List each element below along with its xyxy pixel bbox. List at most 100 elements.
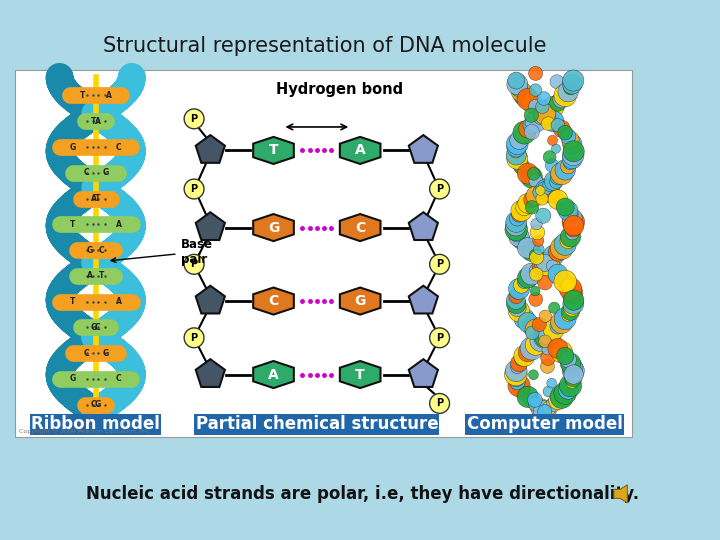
Circle shape (506, 133, 528, 154)
Circle shape (529, 264, 542, 276)
Circle shape (549, 242, 567, 261)
Circle shape (532, 259, 548, 275)
Circle shape (528, 370, 539, 380)
Circle shape (516, 237, 532, 252)
Circle shape (542, 401, 557, 415)
Circle shape (521, 263, 543, 285)
Circle shape (518, 238, 538, 258)
Circle shape (551, 163, 573, 185)
Text: A: A (106, 91, 112, 100)
Ellipse shape (430, 179, 449, 199)
Circle shape (544, 320, 564, 340)
Text: G: G (268, 220, 279, 234)
Circle shape (509, 227, 529, 247)
Circle shape (511, 82, 531, 102)
Circle shape (536, 100, 549, 113)
Circle shape (518, 313, 538, 332)
Circle shape (551, 118, 564, 132)
Polygon shape (253, 287, 294, 315)
Circle shape (564, 290, 584, 310)
Text: P: P (191, 259, 197, 269)
Circle shape (541, 117, 555, 131)
Text: Copyright © 2009 Pearson Education, Inc.: Copyright © 2009 Pearson Education, Inc. (19, 429, 151, 434)
Circle shape (546, 260, 559, 272)
Circle shape (520, 337, 543, 360)
Circle shape (537, 92, 551, 105)
Circle shape (505, 218, 528, 241)
Circle shape (532, 318, 546, 332)
Polygon shape (196, 286, 225, 314)
Circle shape (562, 302, 580, 320)
Circle shape (550, 237, 573, 259)
Circle shape (544, 261, 563, 280)
Circle shape (508, 224, 526, 242)
Circle shape (505, 363, 527, 386)
Text: A: A (91, 194, 96, 203)
Circle shape (550, 170, 565, 185)
Circle shape (533, 235, 544, 246)
Circle shape (541, 350, 556, 366)
Circle shape (563, 207, 578, 222)
Circle shape (560, 353, 581, 374)
Text: C: C (355, 220, 365, 234)
Circle shape (538, 404, 552, 419)
Circle shape (529, 84, 541, 96)
Circle shape (518, 120, 537, 138)
Circle shape (543, 335, 556, 347)
Circle shape (565, 226, 579, 240)
Circle shape (508, 279, 529, 299)
Text: C: C (99, 246, 104, 254)
Circle shape (510, 131, 528, 150)
Polygon shape (253, 137, 294, 164)
Circle shape (562, 360, 585, 382)
Polygon shape (196, 135, 225, 163)
Text: Hydrogen bond: Hydrogen bond (276, 82, 403, 97)
Text: T: T (91, 117, 96, 126)
Circle shape (518, 193, 538, 213)
Circle shape (549, 302, 560, 313)
Circle shape (562, 148, 582, 169)
Circle shape (525, 200, 539, 214)
Circle shape (546, 188, 561, 204)
Polygon shape (196, 359, 225, 387)
Polygon shape (253, 361, 294, 388)
Text: P: P (191, 184, 197, 194)
Circle shape (536, 105, 553, 123)
Circle shape (551, 312, 573, 333)
Circle shape (530, 330, 551, 352)
Circle shape (513, 381, 530, 398)
Circle shape (533, 185, 548, 200)
Circle shape (554, 270, 577, 293)
Circle shape (534, 178, 547, 192)
Ellipse shape (430, 254, 449, 274)
Circle shape (506, 294, 526, 314)
Circle shape (539, 335, 552, 348)
Circle shape (525, 319, 546, 341)
Circle shape (507, 291, 525, 309)
Circle shape (550, 386, 573, 408)
Ellipse shape (430, 394, 449, 413)
Circle shape (506, 145, 526, 165)
Text: T: T (99, 271, 104, 280)
Text: A: A (116, 297, 122, 306)
Circle shape (548, 339, 568, 359)
Circle shape (534, 252, 547, 266)
Circle shape (510, 374, 525, 390)
Text: C: C (91, 400, 96, 409)
Polygon shape (409, 135, 438, 163)
Circle shape (559, 278, 582, 300)
Text: G: G (70, 374, 76, 383)
Text: G: G (70, 143, 76, 152)
Circle shape (551, 341, 572, 363)
Circle shape (530, 225, 545, 240)
Circle shape (514, 308, 535, 329)
Circle shape (562, 357, 582, 377)
Circle shape (511, 200, 532, 221)
Circle shape (505, 215, 526, 236)
Circle shape (553, 90, 570, 108)
Circle shape (567, 140, 580, 154)
Ellipse shape (184, 328, 204, 348)
Circle shape (538, 181, 552, 195)
Circle shape (544, 111, 564, 132)
Circle shape (566, 222, 581, 237)
